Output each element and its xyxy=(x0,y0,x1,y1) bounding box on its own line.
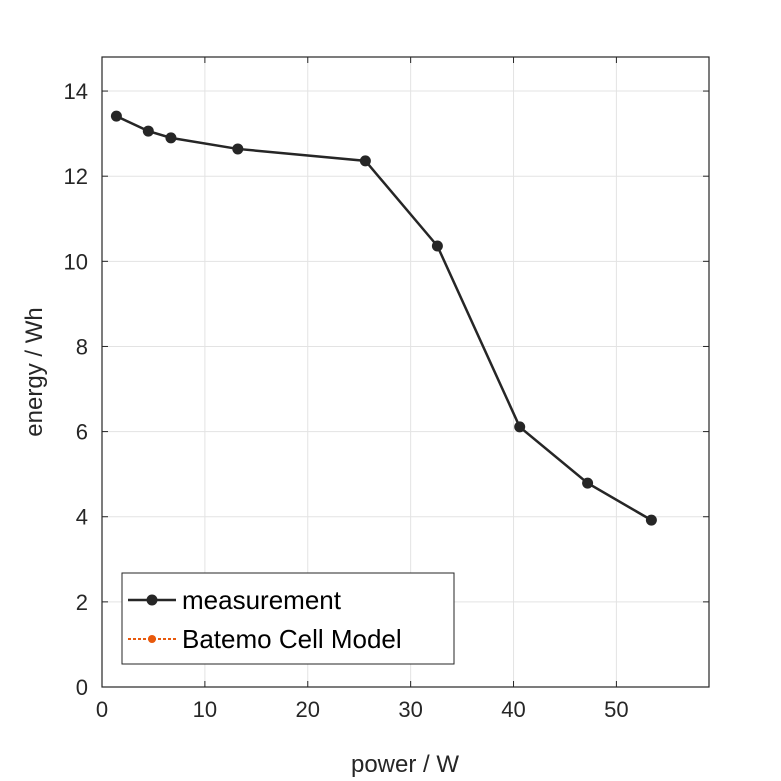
y-tick-label: 2 xyxy=(76,590,88,615)
x-tick-label: 10 xyxy=(193,697,217,722)
y-tick-label: 0 xyxy=(76,675,88,700)
legend-label-measurement: measurement xyxy=(182,585,342,615)
axis-ticks: 0 10 20 30 40 50 0 2 4 6 8 10 12 14 xyxy=(64,57,709,722)
plot-area-border xyxy=(101,56,710,688)
x-tick-label: 50 xyxy=(604,697,628,722)
series-line-0 xyxy=(115,115,653,522)
y-tick-label: 4 xyxy=(76,505,88,530)
data-point xyxy=(582,477,594,489)
x-tick-label: 30 xyxy=(398,697,422,722)
data-point xyxy=(165,132,177,144)
x-axis-label: power / W xyxy=(351,751,459,778)
legend-label-batemo: Batemo Cell Model xyxy=(182,624,402,654)
legend-marker-batemo xyxy=(148,635,156,643)
data-point xyxy=(645,514,657,526)
data-point xyxy=(514,421,526,433)
legend-marker-measurement xyxy=(146,594,158,606)
grid xyxy=(101,57,709,688)
y-tick-label: 6 xyxy=(76,420,88,445)
data-point xyxy=(232,143,244,155)
y-axis-label: energy / Wh xyxy=(21,307,48,436)
data-point xyxy=(431,240,443,252)
legend-box xyxy=(121,572,455,665)
y-tick-label: 8 xyxy=(76,334,88,359)
data-point xyxy=(359,155,371,167)
data-point xyxy=(142,125,154,137)
series-layer xyxy=(110,110,657,526)
y-tick-label: 12 xyxy=(64,164,88,189)
x-tick-label: 0 xyxy=(96,697,108,722)
y-tick-label: 14 xyxy=(64,79,88,104)
legend: measurement Batemo Cell Model xyxy=(121,572,455,665)
x-tick-label: 40 xyxy=(501,697,525,722)
x-tick-label: 20 xyxy=(296,697,320,722)
y-tick-label: 10 xyxy=(64,249,88,274)
data-point xyxy=(110,110,122,122)
